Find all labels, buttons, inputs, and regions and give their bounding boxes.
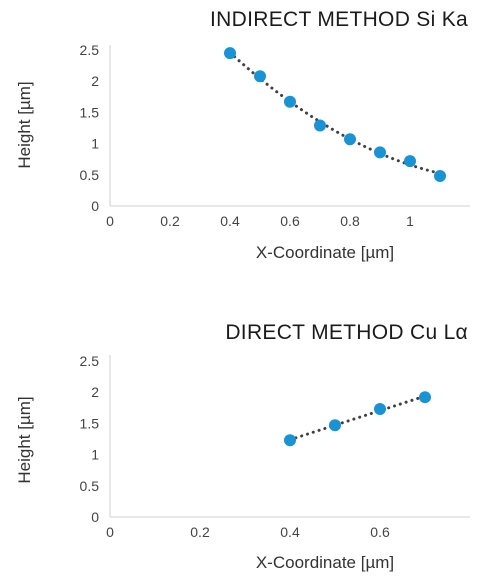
data-point — [434, 170, 446, 183]
y-tick-labels: 0 0.5 1 1.5 2 2.5 — [80, 42, 100, 214]
data-point — [284, 95, 296, 108]
y-axis-label: Height [µm] — [15, 396, 34, 483]
x-tick-labels: 0 0.2 0.4 0.6 0.8 1 — [106, 213, 414, 229]
x-tick-label: 0.4 — [280, 524, 300, 540]
data-point — [374, 146, 386, 159]
chart-title: DIRECT METHOD Cu Lα — [225, 321, 468, 344]
x-axis-label: X-Coordinate [µm] — [256, 553, 394, 572]
x-tick-label: 0 — [106, 213, 114, 229]
x-tick-label: 0 — [106, 524, 114, 540]
chart-title: INDIRECT METHOD Si Ka — [210, 8, 468, 31]
x-tick-label: 0.6 — [280, 213, 300, 229]
x-tick-label: 0.6 — [370, 524, 390, 540]
y-tick-label: 1 — [91, 447, 99, 463]
trendline — [288, 394, 427, 442]
y-tick-label: 2 — [91, 73, 99, 89]
y-tick-label: 1.5 — [80, 104, 100, 120]
y-tick-label: 1.5 — [80, 415, 100, 431]
data-point — [254, 70, 266, 83]
x-tick-label: 0.8 — [340, 213, 360, 229]
data-point — [404, 155, 416, 168]
x-tick-label: 0.4 — [220, 213, 240, 229]
x-tick-label: 0.2 — [160, 213, 180, 229]
y-tick-label: 2 — [91, 384, 99, 400]
data-point — [419, 391, 431, 404]
y-tick-label: 0.5 — [80, 167, 100, 183]
y-tick-label: 2.5 — [80, 42, 100, 58]
data-point — [344, 133, 356, 146]
chart-indirect: INDIRECT METHOD Si Ka Height [µm] X-Coor… — [15, 8, 470, 262]
x-axis-label: X-Coordinate [µm] — [256, 243, 394, 262]
y-tick-label: 2.5 — [80, 353, 100, 369]
x-tick-label: 1 — [406, 213, 414, 229]
data-point — [329, 419, 341, 432]
plot-area — [224, 47, 446, 183]
data-point — [374, 403, 386, 416]
y-tick-label: 0 — [91, 198, 99, 214]
chart-direct: DIRECT METHOD Cu Lα Height [µm] X-Coordi… — [15, 321, 470, 572]
data-point — [284, 434, 296, 447]
y-tick-label: 1 — [91, 136, 99, 152]
x-tick-label: 0.2 — [190, 524, 210, 540]
y-tick-label: 0 — [91, 509, 99, 525]
y-tick-labels: 0 0.5 1 1.5 2 2.5 — [80, 353, 100, 525]
data-point — [314, 119, 326, 132]
data-point — [224, 47, 236, 60]
y-axis-label: Height [µm] — [15, 81, 34, 168]
plot-area — [284, 391, 431, 447]
x-tick-labels: 0 0.2 0.4 0.6 — [106, 524, 390, 540]
y-tick-label: 0.5 — [80, 478, 100, 494]
